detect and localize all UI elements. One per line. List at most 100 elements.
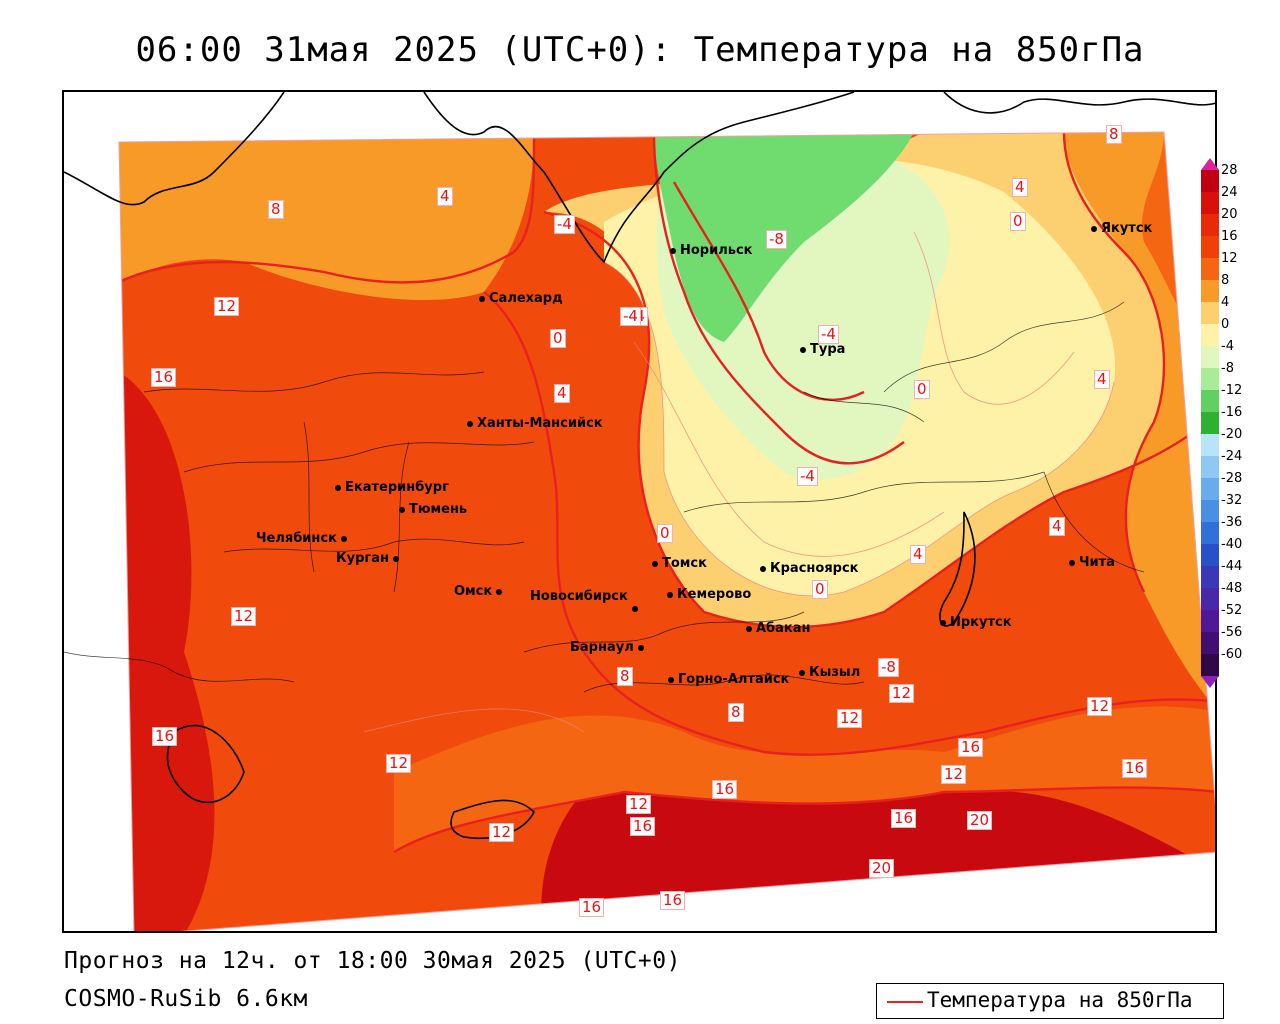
- isotherm-label: 12: [626, 795, 652, 814]
- isotherm-label: 0: [812, 580, 828, 599]
- city-label: Курган: [336, 551, 389, 566]
- city-marker-icon: [479, 295, 485, 302]
- isotherm-label: 4: [437, 187, 453, 206]
- colorbar-segment: [1201, 346, 1219, 369]
- isotherm-label: -8: [878, 658, 899, 677]
- isotherm-lines: [119, 132, 1215, 854]
- isotherm-label: 12: [1087, 697, 1113, 716]
- colorbar-segment: [1201, 280, 1219, 303]
- isotherm-label: 12: [386, 754, 412, 773]
- city-label: Абакан: [756, 621, 811, 636]
- city-label: Кызыл: [809, 665, 861, 680]
- city-label: Чита: [1079, 555, 1115, 570]
- colorbar-segment: [1201, 412, 1219, 435]
- city-tura: Тура: [800, 343, 845, 357]
- city-label: Тура: [810, 342, 846, 357]
- isotherm-label: 16: [958, 738, 984, 757]
- city-label: Якутск: [1101, 221, 1153, 236]
- city-marker-icon: [467, 420, 473, 427]
- colorbar-segment: [1201, 192, 1219, 215]
- colorbar-tick-label: 20: [1221, 207, 1238, 222]
- city-abakan: Абакан: [746, 622, 811, 636]
- city-marker-icon: [652, 560, 658, 567]
- city-label: Омск: [454, 584, 493, 599]
- city-yakutsk: Якутск: [1091, 222, 1152, 236]
- isotherm-label: 0: [914, 380, 930, 399]
- city-marker-icon: [799, 669, 805, 676]
- colorbar-segment: [1201, 390, 1219, 413]
- colorbar-segment: [1201, 610, 1219, 633]
- isotherm-label: 8: [728, 703, 744, 722]
- city-omsk: Омск: [454, 585, 506, 599]
- city-gorno-altaysk: Горно-Алтайск: [668, 673, 789, 687]
- colorbar-segment: [1201, 544, 1219, 567]
- city-label: Барнаул: [570, 640, 634, 655]
- colorbar-segment: [1201, 302, 1219, 325]
- colorbar-tick-label: 28: [1221, 163, 1238, 178]
- isotherm-label: 16: [630, 817, 656, 836]
- city-label: Томск: [662, 556, 707, 571]
- city-novosibirsk: Новосибирск: [530, 589, 642, 612]
- isotherm-label: 16: [891, 809, 917, 828]
- colorbar-segment: [1201, 632, 1219, 655]
- city-tomsk: Томск: [652, 557, 707, 571]
- colorbar-tick-label: 4: [1221, 295, 1230, 310]
- colorbar-segment: [1201, 500, 1219, 523]
- isotherm-label: 8: [617, 667, 633, 686]
- city-norilsk: Норильск: [670, 244, 753, 258]
- map-legend: Температура на 850гПа: [876, 983, 1224, 1019]
- city-marker-icon: [335, 484, 341, 491]
- isotherm-label: 20: [869, 859, 895, 878]
- city-marker-icon: [670, 247, 676, 254]
- isotherm-label: 8: [268, 200, 284, 219]
- isotherm-label: 8: [1106, 125, 1122, 144]
- isotherm-label: -4: [818, 325, 839, 344]
- city-marker-icon: [746, 625, 752, 632]
- map-title: 06:00 31мая 2025 (UTC+0): Температура на…: [135, 30, 1145, 70]
- colorbar-tick-label: -12: [1221, 383, 1243, 398]
- city-marker-icon: [399, 506, 405, 513]
- city-label: Иркутск: [950, 615, 1012, 630]
- isotherm-label: -4: [797, 467, 818, 486]
- colorbar-tick-label: -16: [1221, 405, 1243, 420]
- colorbar-tick-label: -40: [1221, 537, 1243, 552]
- colorbar-tick-label: -44: [1221, 559, 1243, 574]
- colorbar-tick-label: -4: [1221, 339, 1234, 354]
- city-marker-icon: [760, 565, 766, 572]
- isotherm-label: -4: [620, 307, 641, 326]
- isotherm-label: 12: [837, 709, 863, 728]
- model-caption: COSMO-RuSib 6.6км: [64, 986, 308, 1012]
- isotherm-label: -8: [766, 230, 787, 249]
- colorbar-tick-label: -32: [1221, 493, 1243, 508]
- city-salekhard: Салехард: [479, 292, 563, 306]
- isotherm-label: 16: [579, 898, 605, 917]
- city-label: Ханты-Мансийск: [477, 416, 603, 431]
- city-marker-icon: [668, 676, 674, 683]
- city-label: Челябинск: [256, 531, 337, 546]
- isotherm-label: 12: [941, 765, 967, 784]
- city-barnaul: Барнаул: [570, 641, 648, 655]
- colorbar-segment: [1201, 522, 1219, 545]
- city-marker-icon: [667, 591, 673, 598]
- isotherm-label: 12: [231, 607, 257, 626]
- legend-line-swatch: [887, 1001, 923, 1003]
- city-krasnoyarsk: Красноярск: [760, 562, 859, 576]
- isotherm-label: 16: [712, 780, 738, 799]
- colorbar-tick-label: -48: [1221, 581, 1243, 596]
- colorbar-segment: [1201, 214, 1219, 237]
- colorbar-tick-label: 12: [1221, 251, 1238, 266]
- colorbar-tick-label: -52: [1221, 603, 1243, 618]
- city-label: Салехард: [489, 291, 563, 306]
- isotherm-label: 4: [1094, 370, 1110, 389]
- city-tyumen: Тюмень: [399, 503, 467, 517]
- forecast-caption: Прогноз на 12ч. от 18:00 30мая 2025 (UTC…: [64, 948, 681, 974]
- isotherm-label: 16: [660, 891, 686, 910]
- city-label: Кемерово: [677, 587, 752, 602]
- colorbar-tick-label: -24: [1221, 449, 1243, 464]
- isotherm-label: 4: [554, 384, 570, 403]
- city-marker-icon: [940, 619, 946, 626]
- isotherm-label: 4: [1012, 178, 1028, 197]
- colorbar-tick-label: 0: [1221, 317, 1230, 332]
- city-label: Новосибирск: [530, 589, 628, 604]
- colorbar-segment: [1201, 588, 1219, 611]
